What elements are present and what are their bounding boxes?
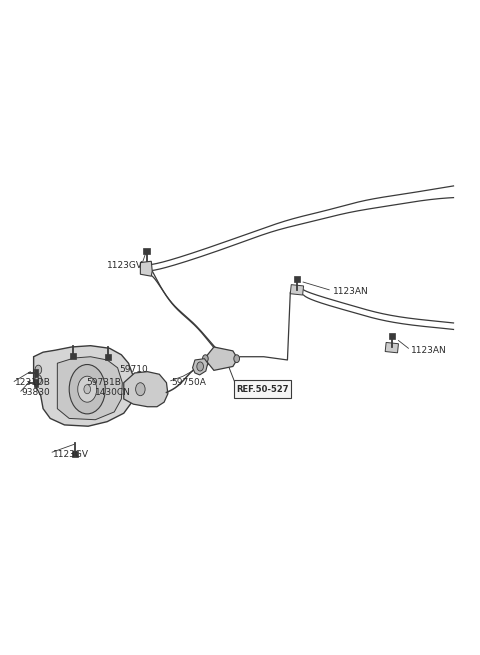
Circle shape	[203, 355, 208, 363]
Polygon shape	[70, 353, 76, 358]
Polygon shape	[192, 359, 208, 375]
Polygon shape	[105, 354, 111, 360]
Circle shape	[197, 362, 204, 371]
Text: 1123AN: 1123AN	[411, 346, 446, 355]
Text: 1123GV: 1123GV	[53, 449, 89, 458]
Text: 1123GV: 1123GV	[107, 261, 143, 271]
Circle shape	[136, 383, 145, 396]
Text: 1123AN: 1123AN	[333, 288, 368, 296]
Polygon shape	[124, 371, 168, 407]
Circle shape	[69, 365, 105, 414]
Polygon shape	[72, 451, 78, 457]
Polygon shape	[34, 369, 38, 377]
Polygon shape	[389, 333, 395, 339]
Polygon shape	[290, 285, 303, 295]
Circle shape	[84, 384, 91, 394]
Text: 1231DB: 1231DB	[14, 378, 50, 387]
Polygon shape	[34, 346, 135, 426]
Circle shape	[78, 376, 96, 402]
Polygon shape	[57, 357, 122, 420]
Polygon shape	[385, 343, 398, 353]
Circle shape	[35, 365, 42, 374]
Polygon shape	[144, 248, 150, 253]
Text: 59710: 59710	[119, 365, 148, 374]
Circle shape	[35, 375, 42, 384]
Text: 59750A: 59750A	[171, 378, 206, 387]
Polygon shape	[140, 261, 152, 276]
Polygon shape	[34, 379, 38, 386]
Polygon shape	[204, 347, 238, 370]
Polygon shape	[294, 276, 300, 282]
Text: 1430CN: 1430CN	[96, 388, 131, 397]
FancyBboxPatch shape	[234, 380, 291, 398]
Text: 93830: 93830	[22, 388, 50, 397]
Text: REF.50-527: REF.50-527	[236, 384, 289, 394]
Text: 59731B: 59731B	[86, 378, 120, 387]
Circle shape	[234, 355, 240, 363]
